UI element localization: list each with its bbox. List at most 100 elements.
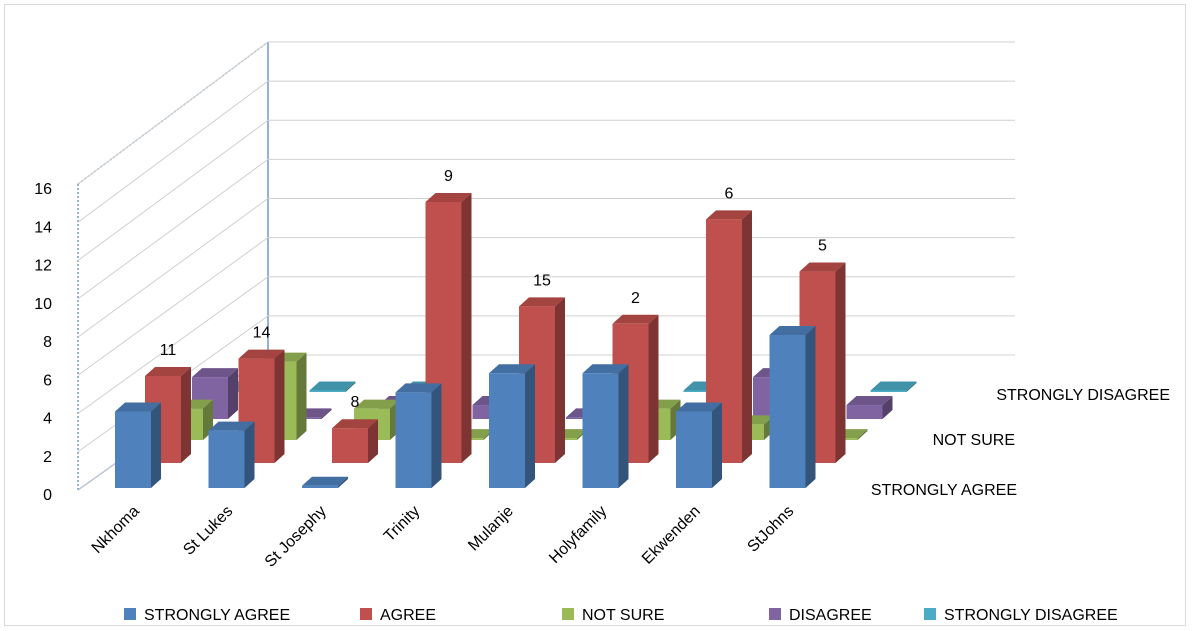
data-label: 5 xyxy=(818,238,827,255)
bar-front xyxy=(846,405,883,419)
y-tick-label: 16 xyxy=(34,181,52,198)
category-labels: Nkhoma St Lukes St Josephy Trinity Mulanje Ho… xyxy=(89,503,798,571)
category-label: Trinity xyxy=(381,503,423,545)
bar-top xyxy=(870,381,917,391)
gridline xyxy=(77,158,1015,300)
bar-side xyxy=(431,383,442,488)
bar-side xyxy=(321,408,332,419)
category-label: Mulanje xyxy=(465,503,517,555)
legend-swatch xyxy=(124,608,136,620)
y-tick-label: 12 xyxy=(34,258,52,275)
legend-swatch xyxy=(562,608,574,620)
bar-top xyxy=(208,421,255,431)
bar-top xyxy=(676,402,722,412)
y-tick-label: 14 xyxy=(34,219,52,236)
data-labels: 5 6 2 15 9 8 14 11 xyxy=(160,168,827,411)
bar-top xyxy=(799,262,846,272)
data-label: 9 xyxy=(444,168,453,185)
bar-top xyxy=(332,419,378,429)
gridline xyxy=(77,276,1015,414)
bar-front xyxy=(395,392,432,488)
bar-front xyxy=(208,430,245,488)
gridline xyxy=(77,119,1015,261)
bar-side xyxy=(742,210,752,463)
bar xyxy=(395,383,442,488)
bar-top xyxy=(582,364,629,374)
bar-side xyxy=(338,476,348,488)
legend-swatch xyxy=(924,608,936,620)
category-label: Ekwenden xyxy=(639,503,704,568)
bar-side xyxy=(151,402,161,488)
y-tick-label: 2 xyxy=(43,449,52,466)
depth-axis-label: STRONGLY AGREE xyxy=(871,482,1017,499)
bar-side xyxy=(296,352,307,440)
bar xyxy=(582,364,629,488)
bar-side xyxy=(244,421,255,488)
category-label: St Lukes xyxy=(180,503,236,559)
y-tick-label: 4 xyxy=(43,411,52,428)
bar-front xyxy=(332,428,368,463)
legend-label: DISAGREE xyxy=(789,607,872,624)
bar-front xyxy=(769,335,806,488)
bar-front xyxy=(302,485,338,488)
data-label: 6 xyxy=(725,185,734,202)
bar-top xyxy=(354,399,400,409)
depth-axis-label: NOT SURE xyxy=(933,432,1015,449)
legend-label: STRONGLY AGREE xyxy=(144,607,290,624)
y-tick-label: 0 xyxy=(43,487,52,504)
bar xyxy=(846,396,893,419)
y-tick-label: 6 xyxy=(43,372,52,389)
legend-label: STRONGLY DISAGREE xyxy=(944,607,1118,624)
gridline xyxy=(77,198,1015,338)
data-label: 8 xyxy=(351,394,360,411)
bar xyxy=(769,326,816,488)
data-label: 14 xyxy=(253,325,271,342)
bar-top xyxy=(425,192,472,202)
depth-axis-label: STRONGLY DISAGREE xyxy=(996,387,1170,404)
bar-side xyxy=(181,366,191,463)
bar-side xyxy=(345,381,356,392)
bar-top xyxy=(238,349,285,359)
bar xyxy=(706,210,752,463)
bar-top xyxy=(519,297,565,307)
bar-side xyxy=(228,368,238,419)
bar-front xyxy=(309,390,346,392)
bar-top xyxy=(145,366,191,376)
bar-top xyxy=(192,368,238,378)
bar xyxy=(208,421,255,488)
bar-front xyxy=(115,411,151,488)
bar-side xyxy=(461,192,472,463)
bar-side xyxy=(712,402,722,488)
depth-axis-labels: STRONGLY DISAGREE NOT SURE STRONGLY AGREE xyxy=(871,387,1170,499)
bar-top xyxy=(489,364,535,374)
bar-side xyxy=(618,364,629,488)
bar xyxy=(115,402,161,488)
bar xyxy=(309,381,356,392)
bar-front xyxy=(489,373,525,488)
bar-front xyxy=(582,373,619,488)
bar-front xyxy=(683,390,720,392)
legend-label: AGREE xyxy=(380,607,436,624)
legend-swatch xyxy=(769,608,781,620)
bar-side xyxy=(805,326,816,488)
y-axis-ticks: 0 2 4 6 8 10 12 14 16 xyxy=(34,181,52,504)
bar-side xyxy=(555,297,565,463)
legend: STRONGLY AGREE AGREE NOT SURE DISAGREE STRON… xyxy=(124,607,1118,624)
bar xyxy=(870,381,917,392)
gridline xyxy=(77,80,1015,223)
category-label: Holyfamily xyxy=(546,503,610,567)
bar-front xyxy=(870,390,907,392)
y-tick-label: 8 xyxy=(43,334,52,351)
bar-top xyxy=(612,314,659,324)
bar-front xyxy=(676,411,712,488)
bar xyxy=(332,419,378,463)
legend-swatch xyxy=(360,608,372,620)
bar-side xyxy=(906,381,917,392)
legend-label: NOT SURE xyxy=(582,607,664,624)
bar-top xyxy=(769,326,816,335)
bar xyxy=(519,297,565,463)
bar-side xyxy=(857,429,868,440)
bar xyxy=(425,192,472,463)
bar-side xyxy=(368,419,378,463)
data-label: 2 xyxy=(631,290,640,307)
